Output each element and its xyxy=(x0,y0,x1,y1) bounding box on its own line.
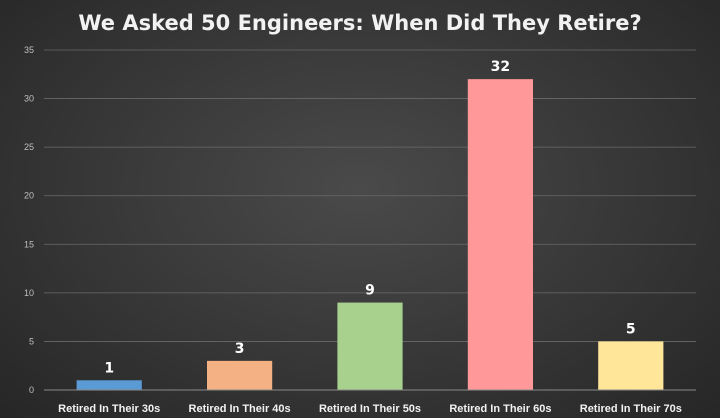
gridlines xyxy=(44,49,696,342)
chart-title: We Asked 50 Engineers: When Did They Ret… xyxy=(78,11,641,35)
y-tick-label: 30 xyxy=(24,94,34,104)
bar xyxy=(337,302,403,390)
bar xyxy=(76,380,142,390)
bar xyxy=(598,341,664,390)
y-tick-label: 25 xyxy=(24,142,34,152)
data-label: 5 xyxy=(626,321,636,337)
bars xyxy=(76,79,664,391)
bar xyxy=(467,79,533,391)
data-label: 3 xyxy=(235,341,245,357)
y-axis-ticks: 0 5 10 15 20 25 30 35 xyxy=(24,45,34,395)
y-tick-label: 35 xyxy=(24,45,34,55)
x-tick-label: Retired In Their 70s xyxy=(580,403,682,415)
x-tick-label: Retired In Their 60s xyxy=(449,403,551,415)
x-tick-label: Retired In Their 50s xyxy=(319,403,421,415)
y-tick-label: 15 xyxy=(24,239,34,249)
data-label: 32 xyxy=(491,59,510,75)
y-tick-label: 5 xyxy=(29,336,34,346)
y-tick-label: 20 xyxy=(24,191,34,201)
y-tick-label: 10 xyxy=(24,288,34,298)
data-label: 9 xyxy=(365,283,375,299)
data-labels: 1 3 9 32 5 xyxy=(104,59,635,376)
x-axis-labels: Retired In Their 30s Retired In Their 40s… xyxy=(58,403,682,415)
y-tick-label: 0 xyxy=(29,385,34,395)
x-tick-label: Retired In Their 30s xyxy=(58,403,160,415)
x-tick-label: Retired In Their 40s xyxy=(189,403,291,415)
data-label: 1 xyxy=(104,360,114,376)
bar xyxy=(207,360,273,390)
